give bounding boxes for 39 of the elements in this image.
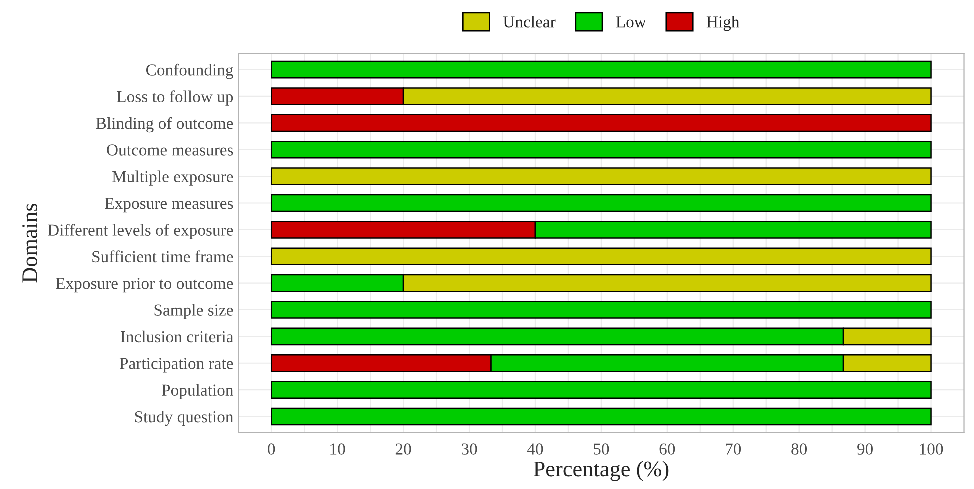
- bar: [270, 408, 932, 426]
- y-tick-label: Exposure measures: [105, 198, 234, 213]
- bar: [270, 194, 932, 212]
- x-tick-label: 50: [594, 444, 610, 455]
- x-tick-label: 30: [462, 444, 478, 455]
- bar: [270, 114, 932, 132]
- legend-label: Low: [616, 16, 646, 28]
- x-tick-label: 60: [660, 444, 676, 455]
- x-tick-label: 100: [920, 444, 944, 455]
- y-tick-label: Confounding: [146, 64, 234, 80]
- y-tick-label: Blinding of outcome: [96, 117, 234, 133]
- y-tick-label: Sufficient time frame: [92, 250, 234, 263]
- y-tick-label: Inclusion criteria: [120, 330, 234, 343]
- x-tick-label: 10: [330, 444, 346, 455]
- y-tick-label: Sample size: [154, 304, 234, 320]
- y-tick-label: Participation rate: [120, 358, 234, 373]
- y-tick-label: Population: [162, 384, 234, 400]
- y-tick-label: Loss to follow up: [117, 90, 234, 106]
- x-tick-label: 0: [268, 444, 276, 455]
- x-tick-label: 90: [858, 444, 874, 455]
- legend-label: High: [706, 16, 740, 32]
- bar: [270, 168, 932, 186]
- y-axis-title: Domains: [22, 204, 38, 283]
- y-tick-label: Study question: [135, 410, 234, 426]
- legend-label: Unclear: [503, 16, 556, 28]
- x-tick-label: 20: [396, 444, 412, 455]
- x-tick-label: 80: [792, 444, 808, 455]
- bar: [270, 381, 932, 399]
- x-tick-label: 70: [726, 444, 742, 455]
- y-tick-label: Outcome measures: [107, 144, 234, 156]
- x-tick-label: 40: [527, 444, 544, 455]
- bar: [270, 248, 932, 266]
- bar: [270, 140, 932, 159]
- bar: [270, 60, 932, 79]
- y-tick-label: Multiple exposure: [112, 170, 234, 186]
- y-tick-label: Exposure prior to outcome: [56, 278, 234, 293]
- bar: [270, 301, 932, 319]
- x-axis-title: Percentage (%): [534, 461, 669, 482]
- y-tick-label: Different levels of exposure: [48, 224, 234, 240]
